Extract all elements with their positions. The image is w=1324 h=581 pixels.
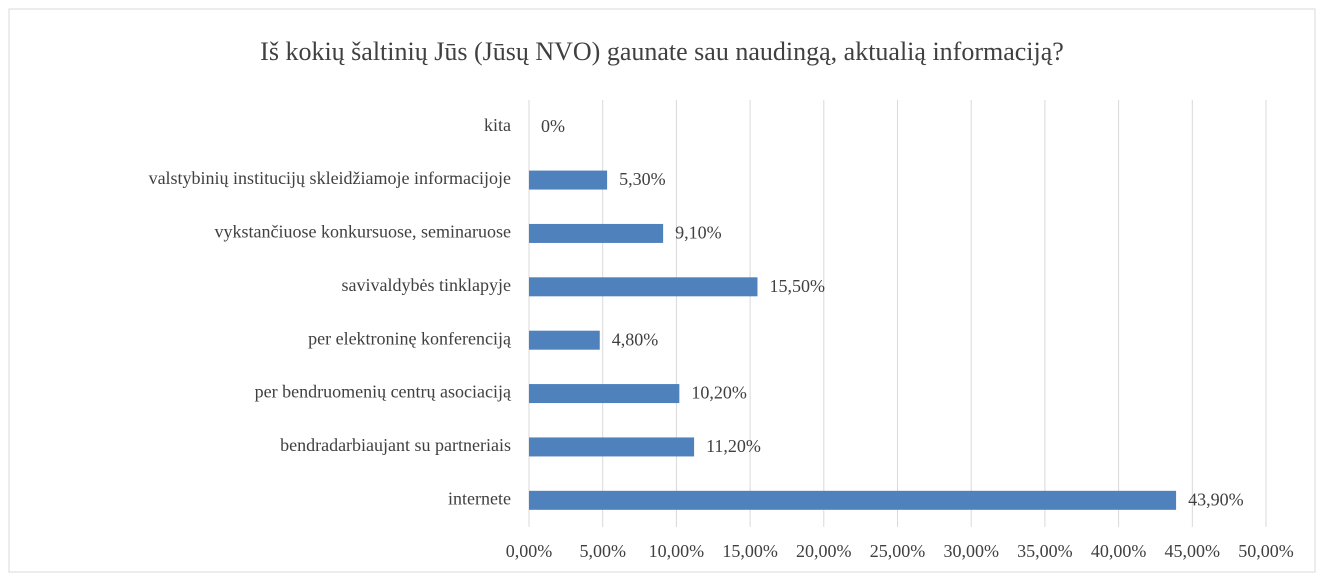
y-tick-label: internete <box>448 488 511 508</box>
bar <box>529 384 680 404</box>
value-label: 43,90% <box>1188 489 1244 509</box>
bar <box>529 223 664 243</box>
bar <box>529 437 695 457</box>
y-tick-label: savivaldybės tinklapyje <box>342 275 511 295</box>
x-tick-label: 5,00% <box>579 541 626 561</box>
y-tick-label: kita <box>484 115 511 135</box>
bar <box>529 277 758 297</box>
x-tick-label: 25,00% <box>870 541 926 561</box>
x-tick-label: 20,00% <box>796 541 852 561</box>
x-tick-label: 45,00% <box>1165 541 1221 561</box>
chart-title: Iš kokių šaltinių Jūs (Jūsų NVO) gaunate… <box>260 37 1064 66</box>
x-tick-label: 30,00% <box>943 541 999 561</box>
x-tick-label: 40,00% <box>1091 541 1147 561</box>
value-label: 9,10% <box>675 223 722 243</box>
x-tick-label: 50,00% <box>1238 541 1294 561</box>
y-tick-label: per bendruomenių centrų asociaciją <box>255 382 512 402</box>
y-tick-label: per elektroninę konferenciją <box>308 328 512 348</box>
value-label: 0% <box>541 116 565 136</box>
x-tick-label: 15,00% <box>722 541 778 561</box>
x-tick-label: 0,00% <box>506 541 553 561</box>
value-label: 11,20% <box>706 436 761 456</box>
bar <box>529 330 600 350</box>
value-label: 15,50% <box>769 276 825 296</box>
bar <box>529 490 1177 510</box>
value-label: 4,80% <box>612 329 659 349</box>
x-tick-label: 10,00% <box>649 541 705 561</box>
y-tick-label: valstybinių institucijų skleidžiamoje in… <box>149 168 511 188</box>
y-tick-label: bendradarbiaujant su partneriais <box>280 435 511 455</box>
value-label: 10,20% <box>691 383 747 403</box>
value-label: 5,30% <box>619 169 666 189</box>
bar <box>529 170 608 190</box>
x-tick-label: 35,00% <box>1017 541 1073 561</box>
y-tick-label: vykstančiuose konkursuose, seminaruose <box>215 222 511 242</box>
